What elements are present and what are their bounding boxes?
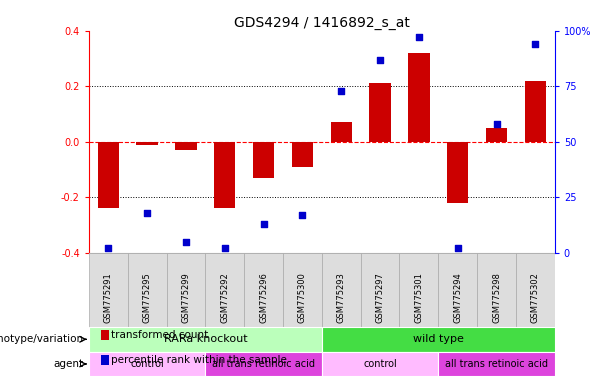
Text: GSM775293: GSM775293 xyxy=(337,272,346,323)
Bar xyxy=(167,253,205,327)
Text: transformed count: transformed count xyxy=(111,330,208,340)
Bar xyxy=(525,81,546,142)
Bar xyxy=(322,352,438,376)
Text: GSM775291: GSM775291 xyxy=(104,273,113,323)
Point xyxy=(337,88,346,94)
Bar xyxy=(244,253,283,327)
Bar xyxy=(447,142,468,203)
Bar xyxy=(292,142,313,167)
Bar xyxy=(438,352,555,376)
Bar xyxy=(205,253,244,327)
Bar xyxy=(214,142,235,209)
Text: all trans retinoic acid: all trans retinoic acid xyxy=(445,359,548,369)
Bar xyxy=(128,253,167,327)
Point xyxy=(220,245,230,252)
Text: GSM775295: GSM775295 xyxy=(143,273,151,323)
Title: GDS4294 / 1416892_s_at: GDS4294 / 1416892_s_at xyxy=(234,16,409,30)
Text: control: control xyxy=(363,359,397,369)
Bar xyxy=(360,253,400,327)
Bar xyxy=(89,253,128,327)
Text: control: control xyxy=(130,359,164,369)
Bar xyxy=(408,53,430,142)
Bar xyxy=(322,327,555,352)
Bar xyxy=(370,83,390,142)
Text: genotype/variation: genotype/variation xyxy=(0,334,83,344)
Bar xyxy=(137,142,158,145)
Text: GSM775299: GSM775299 xyxy=(181,273,191,323)
Bar xyxy=(89,327,322,352)
Text: GSM775296: GSM775296 xyxy=(259,272,268,323)
Bar xyxy=(400,253,438,327)
Point xyxy=(104,245,113,252)
Text: RARa knockout: RARa knockout xyxy=(164,334,247,344)
Point xyxy=(375,56,385,63)
Text: all trans retinoic acid: all trans retinoic acid xyxy=(212,359,315,369)
Bar xyxy=(205,352,322,376)
Bar xyxy=(438,253,477,327)
Bar xyxy=(477,253,516,327)
Text: agent: agent xyxy=(53,359,83,369)
Point xyxy=(453,245,463,252)
Text: GSM775297: GSM775297 xyxy=(376,272,384,323)
Bar xyxy=(516,253,555,327)
Point xyxy=(297,212,307,218)
Text: GSM775302: GSM775302 xyxy=(531,272,540,323)
Point xyxy=(530,41,540,47)
Bar xyxy=(283,253,322,327)
Bar xyxy=(97,142,119,209)
Text: percentile rank within the sample: percentile rank within the sample xyxy=(111,355,287,365)
Text: wild type: wild type xyxy=(413,334,463,344)
Bar xyxy=(486,128,507,142)
Bar xyxy=(330,122,352,142)
Text: GSM775298: GSM775298 xyxy=(492,272,501,323)
Text: GSM775301: GSM775301 xyxy=(414,272,424,323)
Bar xyxy=(253,142,274,178)
Text: GSM775294: GSM775294 xyxy=(453,273,462,323)
Bar xyxy=(89,352,205,376)
Point xyxy=(492,121,501,127)
Point xyxy=(142,210,152,216)
Text: GSM775300: GSM775300 xyxy=(298,272,307,323)
Point xyxy=(181,239,191,245)
Bar xyxy=(175,142,197,150)
Text: GSM775292: GSM775292 xyxy=(220,273,229,323)
Point xyxy=(259,221,268,227)
Bar xyxy=(322,253,360,327)
Point xyxy=(414,34,424,40)
